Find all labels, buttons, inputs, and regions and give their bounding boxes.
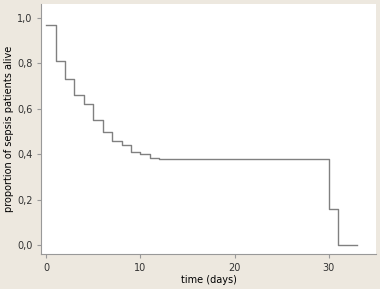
X-axis label: time (days): time (days) [181,275,237,285]
Y-axis label: proportion of sepsis patients alive: proportion of sepsis patients alive [4,46,14,212]
